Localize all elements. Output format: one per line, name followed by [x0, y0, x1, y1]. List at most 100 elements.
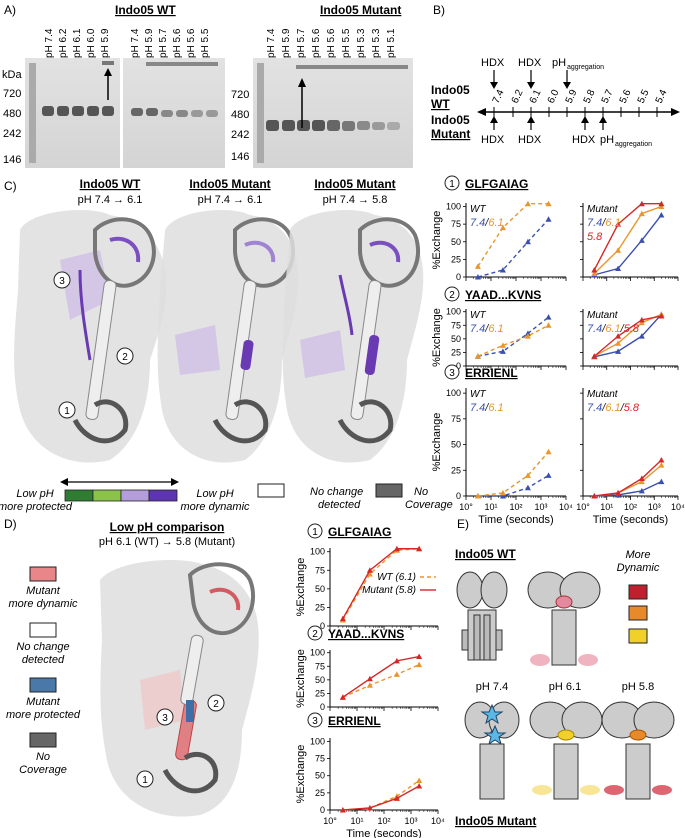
legend-series-name: 7.4: [470, 402, 485, 414]
band: [146, 62, 218, 66]
data-point: [499, 342, 506, 348]
data-point: [416, 545, 423, 552]
y-tick-label: 100: [310, 648, 325, 658]
band: [57, 106, 69, 116]
panel-d-subtitle: pH 6.1 (WT) → 5.8 (Mutant): [99, 536, 235, 548]
x-tick-label: 10¹: [600, 502, 613, 512]
panel-b: B) Indo05 WT Indo05 Mutant 7.4 6.2 6.1 6…: [431, 3, 680, 148]
struct-title: Indo05 WT: [80, 177, 141, 191]
series-line: [477, 218, 550, 278]
x-axis-label: Time (seconds): [478, 514, 553, 526]
cartoon-dynamic: [629, 729, 647, 741]
dynamic-swatch-yellow: [628, 628, 648, 644]
data-point: [499, 348, 506, 354]
ladder-lane: [257, 63, 264, 163]
marker-text: 3: [449, 368, 455, 379]
data-point: [393, 545, 400, 552]
cartoon-mut-61: [529, 701, 603, 800]
legend-series-name: 6.1: [605, 402, 620, 414]
peptide-title: ERRIENL: [465, 366, 518, 380]
lane-label: pH 5.3: [356, 28, 367, 58]
lane-label: pH 5.9: [100, 28, 111, 58]
data-point: [545, 472, 552, 478]
y-tick-label: 25: [451, 254, 461, 264]
panel-b-letter: B): [433, 3, 445, 17]
lane-label: pH 6.1: [72, 28, 83, 58]
marker-label: 242: [3, 128, 21, 140]
panel-a-wt-title: Indo05 WT: [115, 3, 176, 17]
x-tick-label: 10⁴: [671, 502, 685, 512]
agg-sub: aggregation: [567, 64, 604, 71]
series-line: [342, 785, 420, 811]
data-point: [474, 493, 481, 499]
y-tick-label: 25: [315, 788, 325, 798]
data-point: [658, 478, 665, 485]
cartoon-mutant-dynamic: [209, 587, 241, 611]
series-legend: 7.4/6.1: [470, 323, 504, 335]
legend-series-name: Mutant (5.8): [362, 585, 416, 596]
series-legend: 7.4/6.1: [470, 402, 504, 414]
y-tick-label: 100: [446, 388, 461, 398]
data-point: [499, 489, 506, 496]
cartoon-helix: [483, 614, 491, 661]
band: [72, 106, 84, 116]
arrowhead: [104, 68, 112, 76]
band: [87, 106, 99, 116]
struct-title: Indo05 Mutant: [314, 177, 395, 191]
cartoon-dynamic: [578, 654, 598, 666]
legend-swatch-nochange: [257, 483, 285, 498]
series-line: [593, 315, 662, 357]
x-tick-label: 10²: [509, 502, 522, 512]
data-point: [545, 322, 552, 328]
y-tick-label: 0: [456, 491, 461, 501]
cartoon-dynamic: [364, 335, 380, 375]
peptide-title: GLFGAIAG: [328, 525, 391, 539]
data-point: [524, 333, 531, 339]
marker-text: 2: [312, 629, 318, 640]
series-line: [342, 779, 420, 811]
marker-label: 480: [231, 109, 249, 121]
series-line: [594, 480, 662, 497]
band: [42, 106, 54, 116]
legend-swatch: [29, 732, 57, 748]
x-tick-label: 10°: [323, 816, 337, 826]
band: [102, 106, 114, 116]
more-dynamic-label: More: [625, 549, 650, 561]
series-line: [594, 459, 662, 497]
band: [372, 122, 385, 130]
legend-text: Low pH: [196, 488, 233, 500]
more-dynamic-label: Dynamic: [617, 562, 660, 574]
condition-label: WT: [470, 310, 486, 321]
timeline-mut-label-2: Mutant: [431, 127, 470, 141]
y-tick-label: 25: [451, 465, 461, 475]
y-tick-label: 50: [315, 771, 325, 781]
cartoon-stalk: [553, 743, 579, 800]
hdx-charts: 0255075100%ExchangeWT7.4/6.1Mutant7.4/6.…: [295, 200, 685, 838]
y-tick-label: 0: [320, 702, 325, 712]
gel-markers-right: 720 480 242 146: [231, 89, 249, 163]
cartoon-nocov: [162, 751, 219, 794]
series-line: [594, 214, 662, 276]
legend-series-name: 5.8: [624, 402, 640, 414]
legend-text: Low pH: [16, 488, 53, 500]
ph-value: 6.0: [546, 88, 562, 106]
band: [357, 121, 370, 130]
surface: [157, 210, 299, 463]
legend-swatch-nocov: [375, 483, 403, 498]
band: [296, 65, 408, 69]
y-axis-label: %Exchange: [295, 558, 307, 617]
agg-label: pH: [600, 134, 614, 146]
chart-C1-WT: 0 25 50 75 100%Exchange WT 7.4/6.1: [431, 200, 567, 282]
arrowhead: [298, 78, 306, 87]
protein-structure-comparison: 3 2 1: [100, 560, 259, 817]
band: [102, 61, 114, 65]
data-point: [393, 795, 400, 801]
condition-label: WT: [470, 204, 486, 215]
cartoon-stalk: [479, 743, 505, 800]
panel-d-legend: Mutant more dynamic No change detected M…: [6, 566, 81, 776]
marker-label: 720: [231, 89, 249, 101]
data-point: [638, 487, 645, 494]
surface-dynamic: [140, 670, 185, 730]
